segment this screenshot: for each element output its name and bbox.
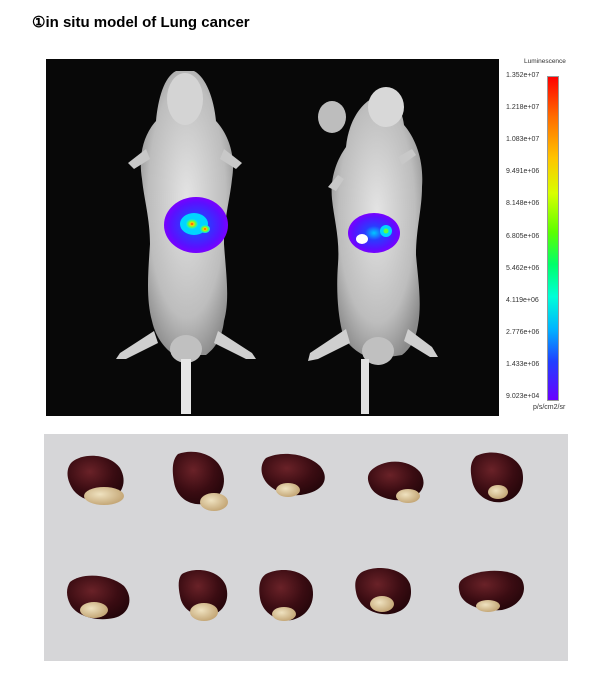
organ-row xyxy=(67,451,524,511)
organ-sample xyxy=(67,575,130,620)
scale-tick: 6.805e+06 xyxy=(506,233,540,240)
organ-sample xyxy=(470,452,524,503)
luminescence-scale: Luminescence 1.352e+07 1.218e+07 1.083e+… xyxy=(500,58,580,418)
mouse-right xyxy=(308,87,438,414)
organ-sample xyxy=(178,570,228,621)
scale-tick: 1.083e+07 xyxy=(506,136,540,143)
mouse-left xyxy=(116,71,256,414)
scale-tick: 4.119e+06 xyxy=(506,297,539,304)
excised-organs-photo xyxy=(44,434,568,661)
scale-tick: 9.023e+04 xyxy=(506,393,540,400)
scale-title: Luminescence xyxy=(524,58,566,65)
organ-sample xyxy=(367,461,424,503)
scale-tick: 2.776e+06 xyxy=(506,329,540,336)
figure-title: ①in situ model of Lung cancer xyxy=(32,14,250,31)
organ-sample xyxy=(259,570,314,621)
color-scale-bar xyxy=(547,76,559,401)
scale-tick: 1.352e+07 xyxy=(506,72,540,79)
scale-tick: 9.491e+06 xyxy=(506,168,540,175)
organ-sample xyxy=(355,568,412,615)
scale-tick: 1.218e+07 xyxy=(506,104,540,111)
scale-tick: 8.148e+06 xyxy=(506,200,540,207)
scale-tick: 1.433e+06 xyxy=(506,361,540,368)
organ-row xyxy=(67,568,524,621)
organ-sample xyxy=(67,455,124,505)
scale-unit: p/s/cm2/sr xyxy=(533,404,566,411)
bioluminescence-image xyxy=(46,59,499,416)
organ-sample xyxy=(261,453,325,497)
scale-tick: 5.462e+06 xyxy=(506,265,540,272)
organ-sample xyxy=(458,570,524,612)
organ-sample xyxy=(172,451,228,511)
